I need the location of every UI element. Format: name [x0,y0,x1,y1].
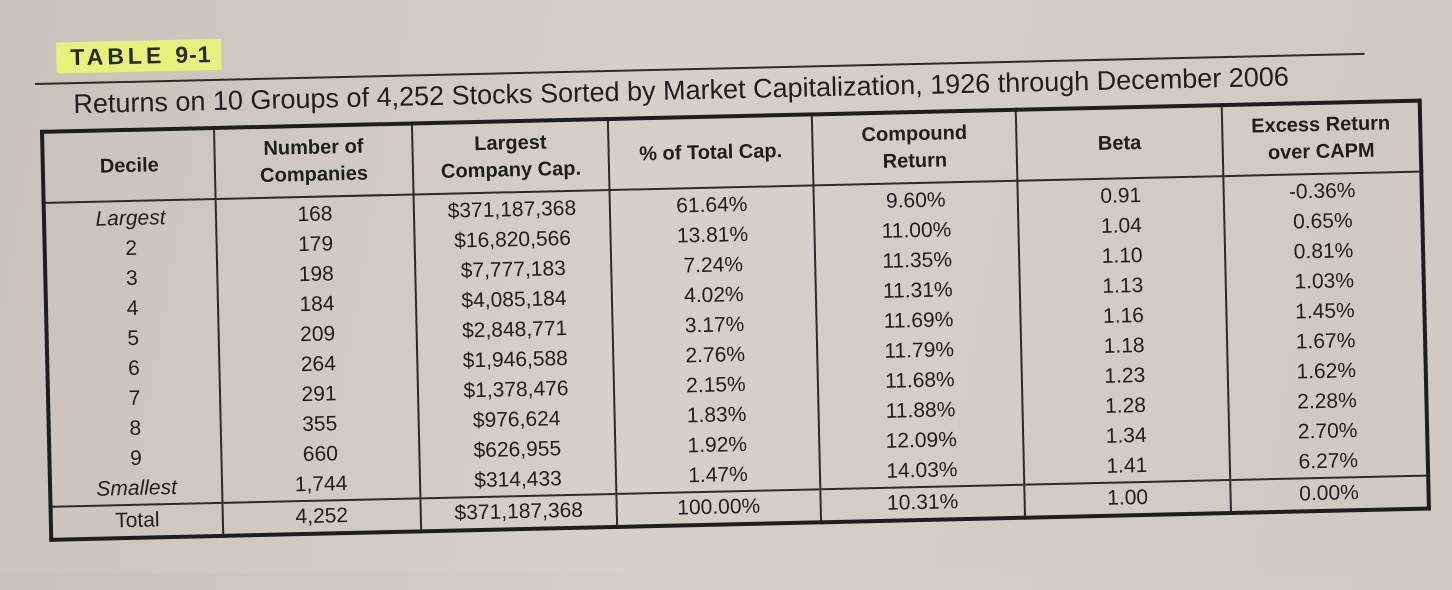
cell-companies: 264 [300,352,337,377]
header-largest-cap: Largest Company Cap. [411,119,610,195]
total-compound: 10.31% [820,484,1026,523]
cell-excess: 2.28% [1296,389,1357,414]
header-excess: Excess Return over CAPM [1221,100,1422,177]
total-companies: 4,252 [222,498,422,536]
cell-largest-cap: $371,187,368 [447,196,577,223]
cell-decile: 3 [125,266,138,291]
cell-pct-cap: 1.47% [687,462,748,488]
cell-companies: 355 [301,412,338,437]
cell-pct-cap: 7.24% [683,253,744,278]
cell-compound: 11.35% [882,248,953,273]
cell-pct-cap: 3.17% [684,313,745,338]
table-label-number: 9-1 [174,41,212,68]
table-label-prefix: TABLE [70,42,166,71]
total-largest-cap: $371,187,368 [420,493,618,532]
total-decile: Total [50,502,224,540]
cell-companies: 179 [297,232,334,257]
cell-companies: 168 [297,202,333,227]
cell-largest-cap: $314,433 [473,467,563,493]
total-excess: 0.00% [1230,475,1429,514]
cell-decile: Smallest [96,475,178,501]
cell-pct-cap: 4.02% [683,283,744,308]
cell-pct-cap: 2.15% [685,372,746,398]
cell-companies: 198 [298,262,335,287]
data-body: Largest 2 3 4 5 6 7 8 9 Smallest 168 179 198 184 209 2… [43,171,1429,507]
cell-decile: 9 [129,446,143,470]
total-beta: 1.00 [1024,480,1231,518]
cell-companies: 291 [301,382,337,407]
cell-largest-cap: $1,946,588 [462,347,569,373]
header-beta: Beta [1015,105,1224,181]
cell-decile: 2 [125,236,138,261]
cell-excess: 1.03% [1294,269,1355,294]
header-companies: Number of Companies [213,123,414,199]
cell-decile: 7 [128,386,141,410]
cell-excess: 1.62% [1296,359,1357,384]
cell-beta: 1.10 [1101,243,1143,268]
cell-compound: 11.79% [884,338,955,363]
cell-excess: 6.27% [1298,449,1359,474]
cell-beta: 1.18 [1103,333,1145,358]
cell-beta: 1.28 [1104,393,1147,418]
total-pct-cap: 100.00% [616,489,822,527]
cell-largest-cap: $976,624 [472,407,561,433]
cell-decile: 8 [129,416,142,440]
cell-largest-cap: $1,378,476 [463,377,569,403]
cell-pct-cap: 1.92% [687,432,748,458]
cell-beta: 1.16 [1102,303,1145,328]
cell-beta: 1.13 [1102,273,1144,298]
cell-excess: 0.65% [1292,209,1353,234]
cell-pct-cap: 13.81% [676,222,749,248]
cell-compound: 11.68% [884,368,955,393]
cell-companies: 184 [299,292,335,317]
cell-companies: 1,744 [294,472,348,497]
cell-companies: 660 [302,442,339,467]
header-decile: Decile [42,127,216,203]
returns-table: Decile Number of Companies Largest Company… [39,98,1431,542]
header-pct-cap: % of Total Cap. [607,114,814,191]
cell-pct-cap: 1.83% [686,402,747,428]
cell-pct-cap: 2.76% [685,342,746,368]
cell-largest-cap: $16,820,566 [453,226,572,253]
cell-excess: -0.36% [1288,179,1356,204]
cell-compound: 11.31% [882,278,953,303]
col-beta: 0.91 1.04 1.10 1.13 1.16 1.18 1.23 1.28 1.34 1.41 [1017,176,1231,485]
cell-companies: 209 [299,322,336,347]
cell-pct-cap: 61.64% [675,192,748,218]
cell-compound: 11.00% [881,218,952,243]
cell-decile: 4 [126,296,139,321]
cell-decile: 5 [127,326,140,350]
col-compound: 9.60% 11.00% 11.35% 11.31% 11.69% 11.79% 11.68… [813,180,1025,490]
cell-excess: 0.81% [1293,239,1354,264]
cell-compound: 12.09% [885,428,958,453]
cell-beta: 1.04 [1100,213,1143,238]
cell-excess: 2.70% [1297,419,1358,444]
cell-compound: 9.60% [885,188,946,213]
cell-excess: 1.67% [1295,329,1356,354]
cell-largest-cap: $2,848,771 [461,317,568,343]
cell-compound: 11.88% [885,398,956,423]
table-number-label: TABLE 9-1 [55,38,222,74]
cell-beta: 0.91 [1100,183,1142,208]
cell-compound: 14.03% [886,458,958,483]
header-compound: Compound Return [811,109,1018,186]
cell-decile: 6 [127,356,141,380]
col-largest-cap: $371,187,368 $16,820,566 $7,777,183 $4,085,… [413,190,617,499]
cell-beta: 1.34 [1105,423,1147,448]
cell-largest-cap: $4,085,184 [461,287,567,313]
col-decile: Largest 2 3 4 5 6 7 8 9 Smallest [43,198,223,507]
cell-decile: Largest [95,206,166,231]
cell-excess: 1.45% [1294,299,1355,324]
cell-beta: 1.23 [1104,363,1146,388]
cell-largest-cap: $7,777,183 [460,257,567,283]
col-excess: -0.36% 0.65% 0.81% 1.03% 1.45% 1.67% 1.62% 2.28… [1223,171,1429,481]
col-pct-cap: 61.64% 13.81% 7.24% 4.02% 3.17% 2.76% 2.15% 1.8… [609,185,821,494]
col-companies: 168 179 198 184 209 264 291 355 660 1,744 [215,194,421,503]
cell-compound: 11.69% [883,308,954,333]
cell-largest-cap: $626,955 [473,437,562,463]
cell-beta: 1.41 [1106,453,1148,478]
